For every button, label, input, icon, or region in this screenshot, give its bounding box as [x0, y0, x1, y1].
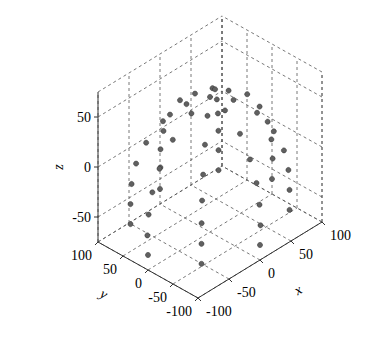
svg-text:0: 0: [84, 160, 91, 175]
svg-text:100: 100: [330, 228, 351, 243]
svg-text:-50: -50: [237, 285, 256, 300]
svg-text:y: y: [96, 285, 111, 302]
svg-text:100: 100: [71, 248, 92, 263]
svg-text:x: x: [291, 282, 306, 299]
svg-text:-50: -50: [148, 290, 167, 305]
svg-text:0: 0: [135, 276, 142, 291]
svg-text:z: z: [51, 164, 66, 171]
svg-text:0: 0: [268, 266, 275, 281]
svg-text:-100: -100: [206, 304, 232, 319]
svg-text:50: 50: [77, 110, 91, 125]
svg-text:-100: -100: [166, 304, 192, 319]
svg-text:50: 50: [299, 247, 313, 262]
svg-text:50: 50: [103, 262, 117, 277]
svg-text:-50: -50: [72, 210, 91, 225]
